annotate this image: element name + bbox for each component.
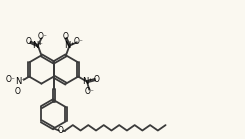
Text: N⁺: N⁺ <box>15 77 26 86</box>
Text: O: O <box>58 126 64 135</box>
Text: O⁻: O⁻ <box>74 37 84 46</box>
Text: O⁻: O⁻ <box>85 87 95 96</box>
Text: N⁺: N⁺ <box>82 77 93 86</box>
Text: N⁺: N⁺ <box>33 41 43 50</box>
Text: O: O <box>15 87 21 96</box>
Text: O: O <box>62 32 68 41</box>
Text: O: O <box>26 37 32 46</box>
Text: O⁻: O⁻ <box>37 32 47 41</box>
Text: O: O <box>94 75 99 84</box>
Text: O⁻: O⁻ <box>6 75 16 84</box>
Text: N⁺: N⁺ <box>64 41 75 50</box>
